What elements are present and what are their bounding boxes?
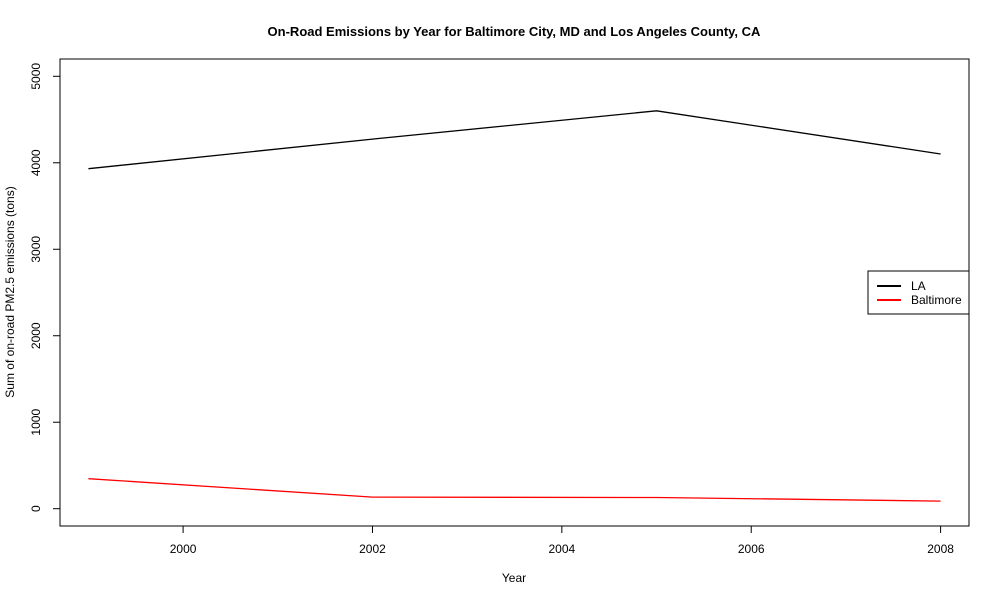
- x-tick-label: 2000: [170, 542, 197, 556]
- series-layer: [88, 110, 941, 502]
- x-axis: 2000 2002 2004 2006 2008: [170, 525, 954, 556]
- series-line-la: [88, 110, 941, 170]
- y-tick-label: 0: [29, 505, 43, 512]
- y-axis-label: Sum of on-road PM2.5 emissions (tons): [3, 186, 17, 397]
- x-tick-label: 2008: [927, 542, 954, 556]
- y-tick-label: 3000: [29, 236, 43, 263]
- y-axis: 0 1000 2000 3000 4000 5000: [29, 63, 61, 512]
- chart-title: On-Road Emissions by Year for Baltimore …: [268, 24, 761, 39]
- x-tick-label: 2004: [548, 542, 575, 556]
- plot-frame: [59, 58, 970, 527]
- y-tick-label: 5000: [29, 63, 43, 90]
- legend-label: LA: [911, 279, 926, 293]
- x-tick-label: 2002: [359, 542, 386, 556]
- legend-box: [867, 270, 970, 315]
- x-axis-label: Year: [502, 571, 526, 585]
- y-tick-label: 2000: [29, 322, 43, 349]
- legend-label: Baltimore: [911, 293, 962, 307]
- y-tick-label: 1000: [29, 409, 43, 436]
- series-line-baltimore: [88, 478, 941, 502]
- y-tick-label: 4000: [29, 149, 43, 176]
- x-tick-label: 2006: [738, 542, 765, 556]
